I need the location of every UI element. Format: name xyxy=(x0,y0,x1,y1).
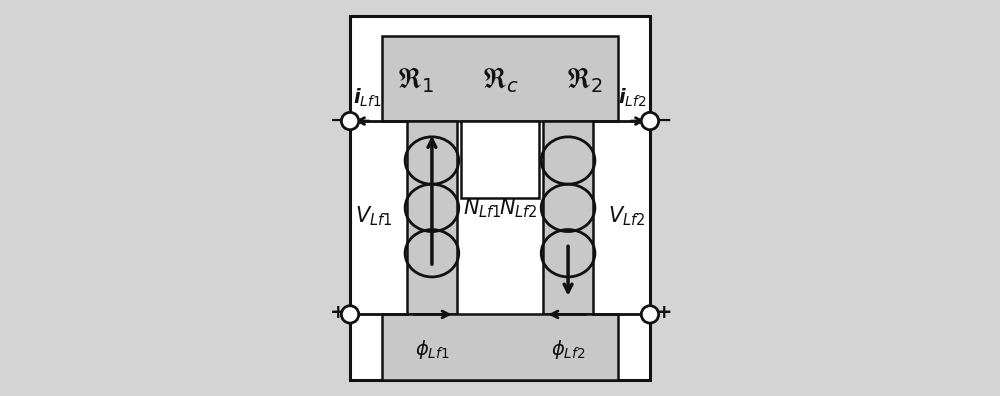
Text: $N_{Lf1}$: $N_{Lf1}$ xyxy=(463,196,501,220)
Text: $\mathbf{+}$: $\mathbf{+}$ xyxy=(655,303,671,322)
Circle shape xyxy=(641,112,659,130)
Bar xyxy=(543,121,593,314)
Text: $\boldsymbol{i}_{Lf2}$: $\boldsymbol{i}_{Lf2}$ xyxy=(618,86,646,109)
Text: $\mathfrak{R}_2$: $\mathfrak{R}_2$ xyxy=(566,65,603,95)
Bar xyxy=(350,17,650,379)
Circle shape xyxy=(341,112,359,130)
Bar xyxy=(382,314,618,379)
Circle shape xyxy=(641,306,659,323)
Circle shape xyxy=(341,306,359,323)
Text: $\mathbf{-}$: $\mathbf{-}$ xyxy=(655,110,671,129)
Text: $\mathfrak{R}_c$: $\mathfrak{R}_c$ xyxy=(482,65,518,95)
Text: $\phi_{Lf2}$: $\phi_{Lf2}$ xyxy=(551,339,585,362)
Bar xyxy=(407,121,457,314)
Text: $V_{Lf2}$: $V_{Lf2}$ xyxy=(608,204,645,228)
Text: $V_{Lf1}$: $V_{Lf1}$ xyxy=(355,204,392,228)
Text: $\mathfrak{R}_1$: $\mathfrak{R}_1$ xyxy=(397,65,434,95)
Text: $\phi_{Lf1}$: $\phi_{Lf1}$ xyxy=(415,339,449,362)
Bar xyxy=(382,36,618,121)
Text: $\mathbf{+}$: $\mathbf{+}$ xyxy=(329,303,345,322)
Bar xyxy=(461,121,539,198)
Text: $N_{Lf2}$: $N_{Lf2}$ xyxy=(499,196,537,220)
Text: $\boldsymbol{i}_{Lf1}$: $\boldsymbol{i}_{Lf1}$ xyxy=(353,86,382,109)
Text: $\mathbf{-}$: $\mathbf{-}$ xyxy=(329,110,345,129)
